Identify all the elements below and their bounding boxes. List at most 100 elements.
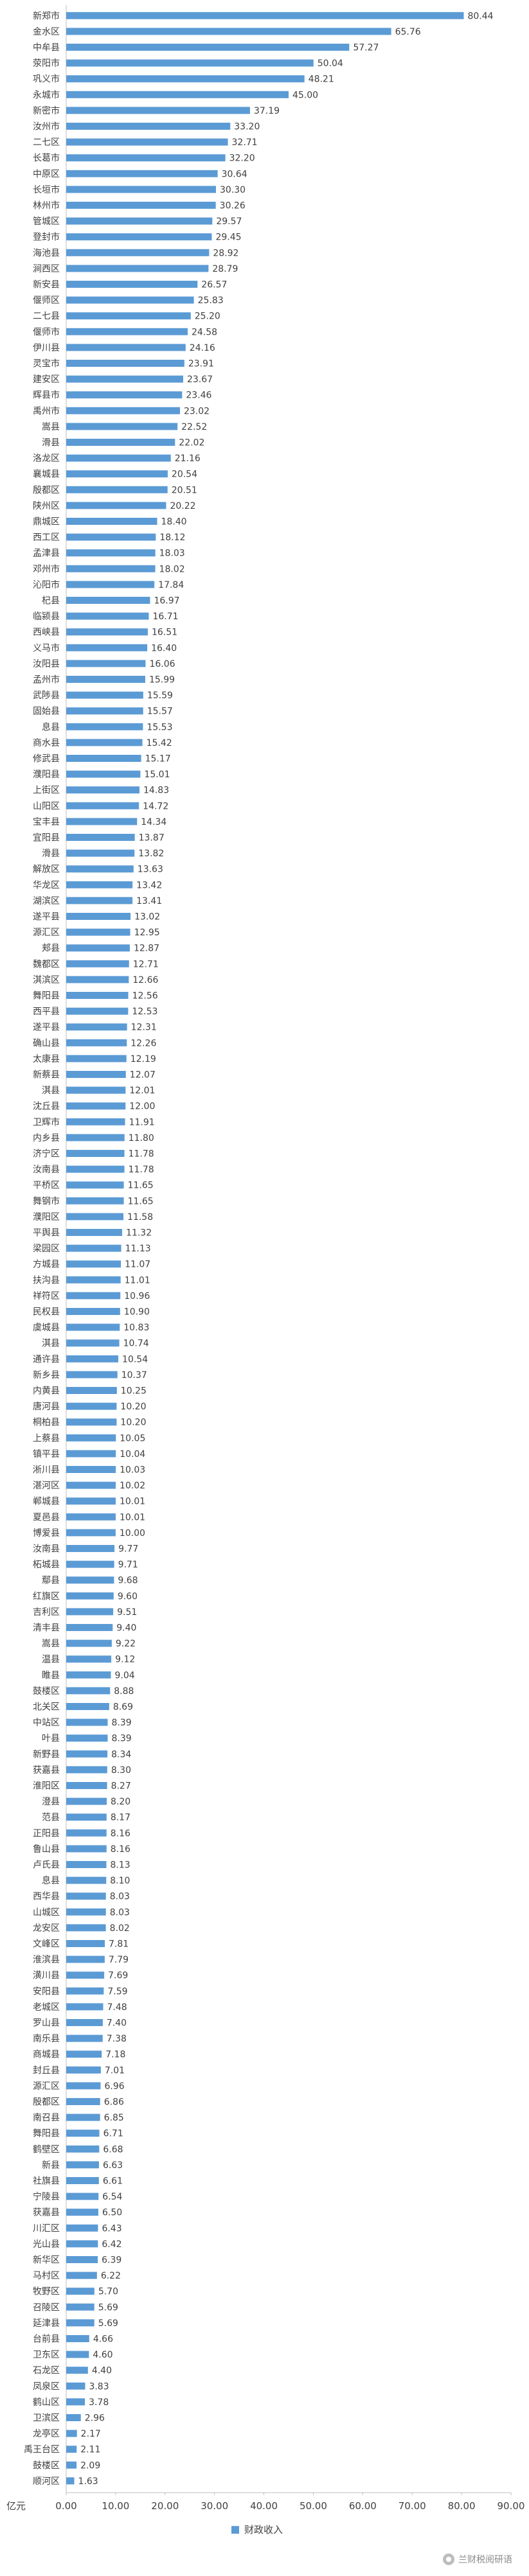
category-label: 义马市 [33, 642, 60, 653]
bar [66, 1418, 117, 1426]
watermark: 兰财税阅研语 [443, 2553, 512, 2566]
bar [66, 1039, 127, 1046]
category-label: 方城县 [33, 1260, 60, 1270]
bar [66, 2398, 85, 2406]
category-label: 魏都区 [33, 959, 60, 969]
category-label: 舞阳县 [33, 991, 60, 1001]
category-label: 川汇区 [33, 2223, 60, 2234]
category-label: 民权县 [33, 1307, 60, 1318]
category-label: 息县 [42, 1875, 60, 1886]
bar [66, 676, 145, 683]
value-label: 65.76 [395, 27, 421, 37]
category-label: 吉利区 [33, 1607, 60, 1618]
category-label: 通许县 [33, 1354, 60, 1364]
value-label: 20.22 [170, 501, 195, 511]
category-label: 卫东区 [33, 2350, 60, 2360]
value-label: 7.48 [107, 2002, 127, 2013]
bar [66, 1497, 116, 1505]
category-label: 镇平县 [33, 1449, 60, 1460]
bar [66, 1876, 107, 1884]
bar [66, 1687, 111, 1695]
value-label: 12.19 [130, 1054, 156, 1064]
bar [66, 1545, 115, 1552]
category-label: 南乐县 [33, 2034, 60, 2044]
value-label: 30.64 [222, 169, 247, 179]
bar [66, 186, 216, 193]
category-label: 宜阳县 [33, 833, 60, 843]
category-label: 中牟县 [33, 43, 60, 53]
category-label: 红旗区 [33, 1591, 60, 1601]
category-label: 淇滨区 [33, 975, 60, 985]
bar [66, 1987, 104, 1995]
category-label: 汝南县 [33, 1544, 60, 1555]
category-label: 固始县 [33, 707, 60, 717]
bar [66, 2335, 89, 2342]
bar [66, 154, 226, 162]
category-label: 新野县 [33, 1749, 60, 1760]
category-label: 新郑市 [33, 10, 60, 21]
x-tick-label: 30.00 [201, 2500, 228, 2512]
category-label: 扶沟县 [33, 1275, 60, 1285]
value-label: 7.38 [107, 2034, 127, 2044]
value-label: 5.70 [98, 2287, 118, 2297]
value-label: 9.22 [116, 1639, 136, 1649]
value-label: 2.17 [81, 2429, 101, 2439]
value-label: 10.01 [120, 1497, 145, 1507]
category-label: 鹤山区 [33, 2397, 60, 2408]
value-label: 11.91 [129, 1117, 155, 1127]
bar [66, 1023, 127, 1031]
bar [66, 802, 139, 809]
value-label: 4.40 [92, 2366, 112, 2376]
value-label: 10.20 [120, 1418, 146, 1428]
bar [66, 1529, 116, 1537]
category-label: 安阳县 [33, 1986, 60, 1997]
category-label: 郏县 [42, 944, 60, 954]
value-label: 24.58 [192, 327, 217, 337]
category-label: 上街区 [33, 786, 60, 796]
value-label: 11.01 [125, 1275, 150, 1285]
x-tick-label: 50.00 [300, 2500, 327, 2512]
bar [66, 533, 156, 541]
category-label: 舞阳县 [33, 2129, 60, 2139]
bar [66, 1339, 120, 1347]
category-label: 商城县 [33, 2050, 60, 2060]
category-label: 新安县 [33, 280, 60, 290]
x-tick-label: 40.00 [250, 2500, 278, 2512]
bar [66, 12, 464, 19]
category-label: 商水县 [33, 738, 60, 748]
category-label: 孟津县 [33, 549, 60, 559]
category-label: 邓州市 [33, 563, 60, 574]
category-label: 淇县 [42, 1086, 60, 1096]
bar [66, 312, 191, 320]
bar [66, 865, 134, 873]
category-label: 西工区 [33, 533, 60, 543]
value-label: 8.88 [114, 1686, 134, 1697]
value-label: 14.72 [143, 801, 168, 811]
x-tick-label: 80.00 [448, 2500, 476, 2512]
value-label: 6.54 [102, 2192, 122, 2202]
bar [66, 1718, 108, 1726]
category-label: 南召县 [33, 2113, 60, 2123]
category-label: 华龙区 [33, 880, 60, 890]
value-label: 18.03 [159, 549, 185, 559]
category-label: 灵宝市 [33, 358, 60, 369]
category-label: 淮滨县 [33, 1955, 60, 1965]
category-label: 清丰县 [33, 1623, 60, 1634]
category-label: 确山县 [33, 1038, 60, 1048]
bar [66, 2098, 100, 2105]
category-label: 禹王台区 [24, 2445, 60, 2455]
value-label: 11.13 [125, 1244, 151, 1254]
category-label: 遂平县 [33, 912, 60, 922]
category-label: 睢县 [42, 1670, 60, 1681]
x-tick-label: 60.00 [349, 2500, 377, 2512]
bar [66, 265, 209, 272]
value-label: 14.34 [141, 817, 166, 827]
value-label: 16.71 [152, 612, 178, 622]
category-label: 社旗县 [33, 2176, 60, 2187]
wechat-icon [443, 2554, 454, 2565]
category-label: 召陵区 [33, 2302, 60, 2313]
value-label: 1.63 [78, 2476, 98, 2487]
category-label: 滑县 [42, 437, 60, 448]
value-label: 13.02 [134, 912, 160, 922]
